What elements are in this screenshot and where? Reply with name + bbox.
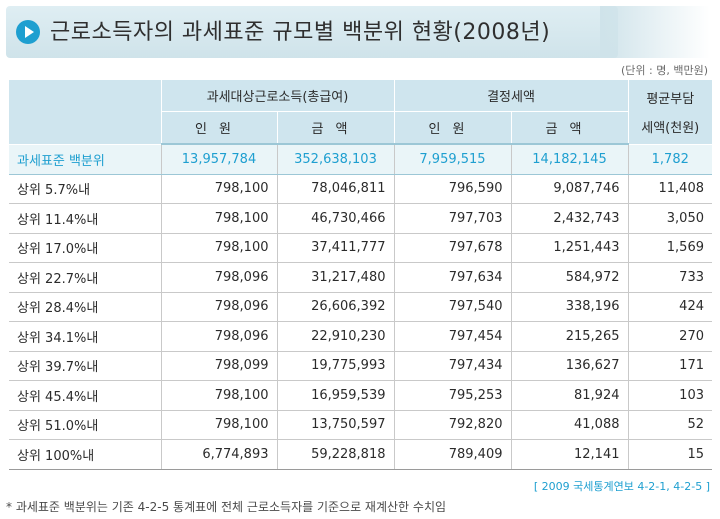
- table-row: 상위 100%내 6,774,893 59,228,818 789,409 12…: [9, 439, 712, 470]
- table-row: 상위 51.0%내 798,100 13,750,597 792,820 41,…: [9, 410, 712, 440]
- tax-persons: 797,434: [393, 351, 511, 381]
- income-amount: 59,228,818: [276, 439, 394, 470]
- tax-persons: 797,678: [393, 233, 511, 263]
- tax-amount: 338,196: [510, 292, 628, 322]
- title-banner-fade: [600, 6, 710, 58]
- row-label: 상위 45.4%내: [9, 380, 161, 411]
- income-persons: 798,096: [160, 321, 277, 352]
- income-persons: 798,099: [160, 351, 277, 381]
- tax-amount: 215,265: [510, 321, 628, 352]
- income-amount: 31,217,480: [276, 262, 394, 293]
- income-persons: 798,100: [160, 410, 277, 440]
- tax-amount: 9,087,746: [510, 174, 628, 204]
- header-income-amount: 금액: [276, 111, 394, 145]
- tax-persons: 795,253: [393, 380, 511, 411]
- tax-amount: 12,141: [510, 439, 628, 470]
- table-row: 상위 5.7%내 798,100 78,046,811 796,590 9,08…: [9, 174, 712, 204]
- tax-persons: 7,959,515: [393, 144, 511, 175]
- row-label: 상위 51.0%내: [9, 410, 161, 440]
- tax-amount: 41,088: [510, 410, 628, 440]
- income-persons: 13,957,784: [160, 144, 277, 175]
- income-persons: 6,774,893: [160, 439, 277, 470]
- avg-tax: 171: [627, 351, 712, 381]
- income-persons: 798,096: [160, 292, 277, 322]
- tax-persons: 792,820: [393, 410, 511, 440]
- unit-note: (단위 : 명, 백만원): [621, 64, 708, 77]
- tax-persons: 797,703: [393, 203, 511, 234]
- play-bullet-icon: [16, 20, 40, 44]
- income-amount: 78,046,811: [276, 174, 394, 204]
- tax-amount: 14,182,145: [510, 144, 628, 175]
- title-banner: [6, 6, 618, 58]
- total-row: 과세표준 백분위 13,957,784 352,638,103 7,959,51…: [9, 144, 712, 175]
- income-amount: 26,606,392: [276, 292, 394, 322]
- row-label: 상위 17.0%내: [9, 233, 161, 263]
- percentile-table: 과세대상근로소득(총급여) 결정세액 평균부담 세액(천원) 인원 금액 인원 …: [9, 80, 712, 470]
- tax-persons: 797,540: [393, 292, 511, 322]
- header-blank: [9, 80, 161, 145]
- avg-tax: 52: [627, 410, 712, 440]
- row-label: 상위 11.4%내: [9, 203, 161, 234]
- footnote: * 과세표준 백분위는 기존 4-2-5 통계표에 전체 근로소득자를 기준으로…: [6, 500, 447, 514]
- avg-tax: 424: [627, 292, 712, 322]
- header-tax-persons: 인원: [393, 111, 511, 145]
- income-amount: 13,750,597: [276, 410, 394, 440]
- table-row: 상위 45.4%내 798,100 16,959,539 795,253 81,…: [9, 380, 712, 411]
- header-avg-tax: 평균부담 세액(천원): [627, 80, 712, 145]
- avg-tax: 15: [627, 439, 712, 470]
- table-row: 상위 28.4%내 798,096 26,606,392 797,540 338…: [9, 292, 712, 322]
- table-row: 상위 17.0%내 798,100 37,411,777 797,678 1,2…: [9, 233, 712, 263]
- row-label: 상위 5.7%내: [9, 174, 161, 204]
- avg-tax: 1,782: [627, 144, 712, 175]
- row-label: 상위 39.7%내: [9, 351, 161, 381]
- row-label: 상위 34.1%내: [9, 321, 161, 352]
- income-persons: 798,100: [160, 174, 277, 204]
- row-label: 상위 100%내: [9, 439, 161, 470]
- table-row: 상위 39.7%내 798,099 19,775,993 797,434 136…: [9, 351, 712, 381]
- avg-tax: 103: [627, 380, 712, 411]
- avg-tax: 270: [627, 321, 712, 352]
- table-row: 상위 11.4%내 798,100 46,730,466 797,703 2,4…: [9, 203, 712, 234]
- tax-persons: 797,454: [393, 321, 511, 352]
- row-label: 과세표준 백분위: [9, 144, 161, 175]
- income-amount: 16,959,539: [276, 380, 394, 411]
- avg-tax: 1,569: [627, 233, 712, 263]
- income-persons: 798,096: [160, 262, 277, 293]
- page-title: 근로소득자의 과세표준 규모별 백분위 현황(2008년): [50, 20, 551, 45]
- tax-amount: 2,432,743: [510, 203, 628, 234]
- tax-persons: 796,590: [393, 174, 511, 204]
- tax-amount: 1,251,443: [510, 233, 628, 263]
- income-persons: 798,100: [160, 203, 277, 234]
- row-label: 상위 28.4%내: [9, 292, 161, 322]
- tax-amount: 136,627: [510, 351, 628, 381]
- income-persons: 798,100: [160, 233, 277, 263]
- income-persons: 798,100: [160, 380, 277, 411]
- header-tax-group: 결정세액: [393, 80, 628, 112]
- tax-persons: 797,634: [393, 262, 511, 293]
- row-label: 상위 22.7%내: [9, 262, 161, 293]
- avg-tax: 3,050: [627, 203, 712, 234]
- header-income-persons: 인원: [160, 111, 277, 145]
- tax-amount: 584,972: [510, 262, 628, 293]
- income-amount: 37,411,777: [276, 233, 394, 263]
- header-income-group: 과세대상근로소득(총급여): [160, 80, 394, 112]
- header-avg-tax-line2: 세액(천원): [641, 120, 700, 136]
- tax-amount: 81,924: [510, 380, 628, 411]
- avg-tax: 11,408: [627, 174, 712, 204]
- avg-tax: 733: [627, 262, 712, 293]
- tax-persons: 789,409: [393, 439, 511, 470]
- income-amount: 22,910,230: [276, 321, 394, 352]
- header-avg-tax-line1: 평균부담: [646, 91, 695, 107]
- source-note: [ 2009 국세통계연보 4-2-1, 4-2-5 ]: [533, 480, 710, 493]
- table-row: 상위 22.7%내 798,096 31,217,480 797,634 584…: [9, 262, 712, 293]
- income-amount: 46,730,466: [276, 203, 394, 234]
- income-amount: 352,638,103: [276, 144, 394, 175]
- table-row: 상위 34.1%내 798,096 22,910,230 797,454 215…: [9, 321, 712, 352]
- header-tax-amount: 금액: [510, 111, 628, 145]
- income-amount: 19,775,993: [276, 351, 394, 381]
